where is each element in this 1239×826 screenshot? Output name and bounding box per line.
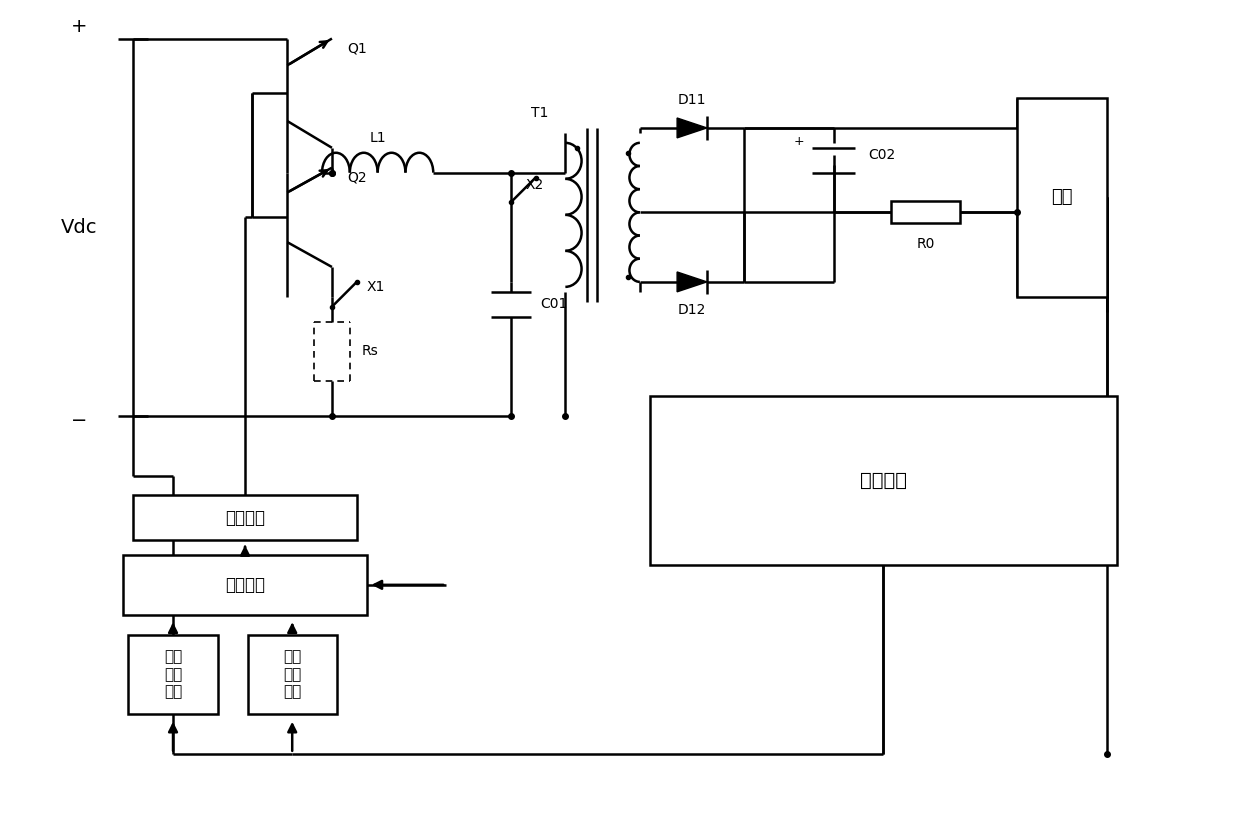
Text: 选控电路: 选控电路 [225, 576, 265, 594]
Bar [124, 555, 367, 615]
Text: C02: C02 [869, 148, 896, 162]
Text: T1: T1 [530, 106, 548, 120]
Text: Q2: Q2 [347, 171, 367, 184]
Text: C01: C01 [540, 297, 567, 311]
Polygon shape [676, 272, 707, 292]
Text: X1: X1 [367, 280, 385, 294]
Text: R0: R0 [917, 237, 934, 251]
Text: +: + [793, 135, 804, 149]
Text: −: − [71, 411, 87, 430]
Text: Q1: Q1 [347, 41, 367, 55]
Bar [649, 396, 1116, 565]
Polygon shape [676, 118, 707, 138]
Bar [134, 496, 357, 540]
Text: D11: D11 [678, 93, 706, 107]
Text: L1: L1 [369, 131, 387, 145]
Text: 驱动电路: 驱动电路 [225, 509, 265, 527]
Text: Vdc: Vdc [61, 218, 97, 237]
Text: X2: X2 [525, 178, 544, 192]
Text: D12: D12 [678, 302, 706, 316]
Text: 电流
控制
电路: 电流 控制 电路 [282, 649, 301, 699]
Text: 频率
控制
电路: 频率 控制 电路 [164, 649, 182, 699]
Text: Rs: Rs [362, 344, 378, 358]
Text: 负载: 负载 [1051, 188, 1073, 206]
Bar [891, 202, 960, 223]
Text: +: + [71, 17, 87, 36]
Bar [1017, 98, 1106, 297]
Bar [248, 634, 337, 714]
Text: 反馈电路: 反馈电路 [860, 471, 907, 490]
Bar [129, 634, 218, 714]
